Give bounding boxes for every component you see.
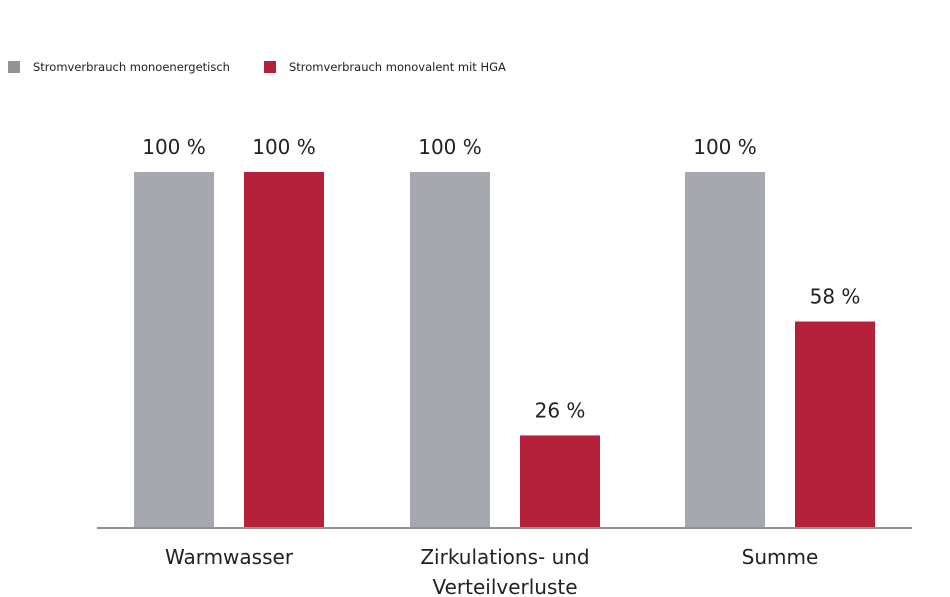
bar-s0-c1 — [410, 172, 490, 528]
legend-label-monoenergetisch: Stromverbrauch monoenergetisch — [33, 60, 230, 74]
value-label-s1-c2: 58 % — [810, 285, 861, 309]
value-label-s0-c0: 100 % — [142, 135, 206, 159]
chart-legend: Stromverbrauch monoenergetisch Stromverb… — [8, 60, 540, 74]
value-label-s0-c1: 100 % — [418, 135, 482, 159]
bar-s0-c0 — [134, 172, 214, 528]
bar-s1-c1 — [520, 435, 600, 528]
legend-swatch-monovalent — [263, 61, 276, 73]
legend-item-monoenergetisch: Stromverbrauch monoenergetisch — [8, 60, 230, 74]
bar-s1-c0 — [244, 172, 324, 528]
legend-item-monovalent: Stromverbrauch monovalent mit HGA — [263, 60, 506, 74]
legend-label-monovalent: Stromverbrauch monovalent mit HGA — [288, 60, 506, 74]
bar-s0-c2 — [685, 172, 765, 528]
category-label-0-line-0: Warmwasser — [165, 545, 294, 569]
value-label-s0-c2: 100 % — [693, 135, 757, 159]
category-label-2-line-0: Summe — [742, 545, 819, 569]
category-label-1-line-1: Verteilverluste — [432, 575, 577, 597]
legend-swatch-monoenergetisch — [8, 61, 20, 73]
bar-s1-c2 — [795, 321, 875, 528]
category-label-1-line-0: Zirkulations- und — [420, 545, 589, 569]
value-label-s1-c1: 26 % — [535, 398, 586, 422]
value-label-s1-c0: 100 % — [252, 135, 316, 159]
